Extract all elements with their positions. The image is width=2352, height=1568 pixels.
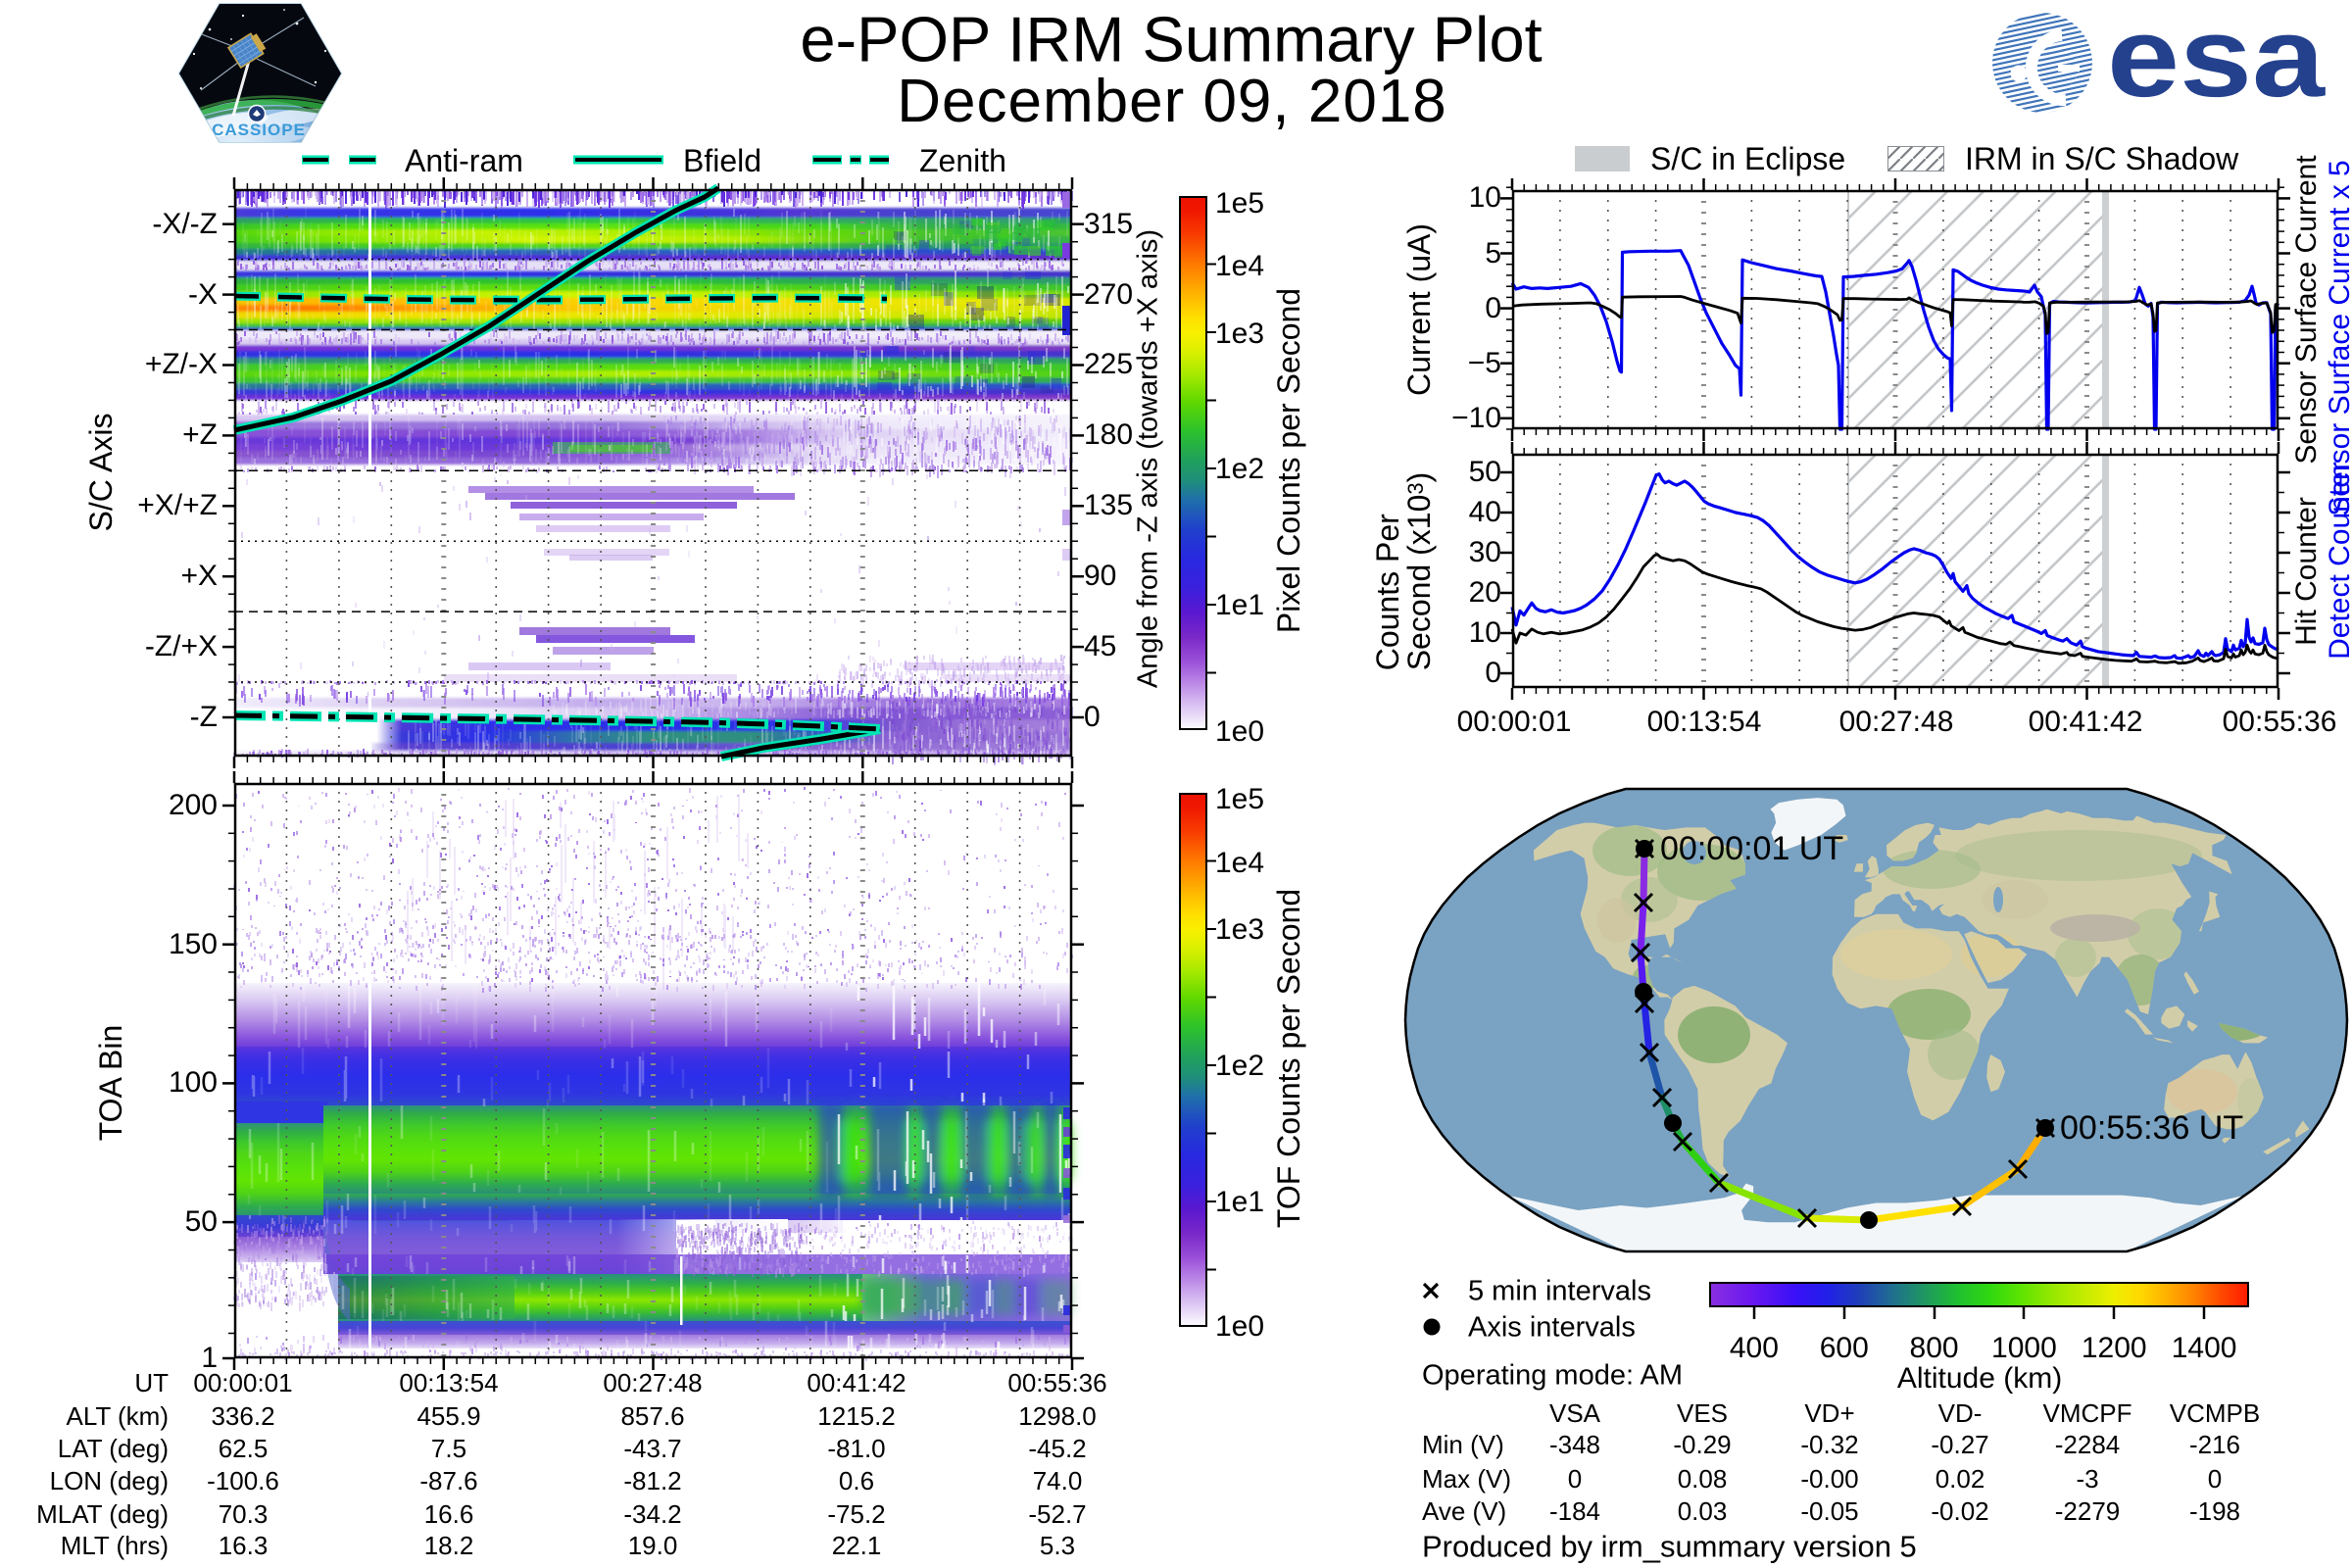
svg-text:esa: esa xyxy=(2107,8,2327,121)
svg-text:CASSIOPE: CASSIOPE xyxy=(212,121,306,139)
